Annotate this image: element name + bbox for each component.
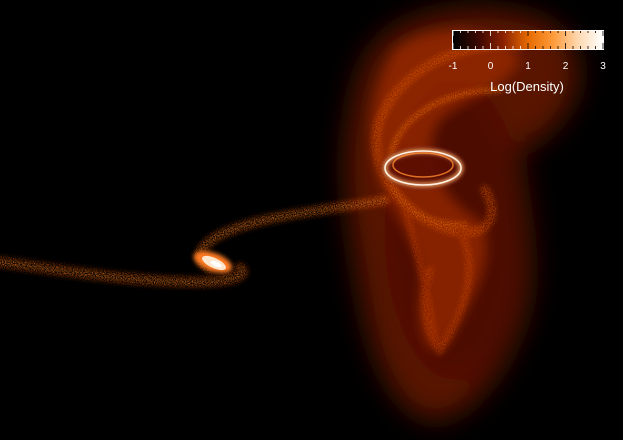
colorbar-ticks — [452, 31, 604, 49]
colorbar-tick-label: 3 — [600, 61, 606, 72]
disk-halo — [371, 30, 520, 351]
companion-core — [193, 251, 233, 273]
colorbar: -1 0 1 2 3 Log(Density) — [448, 30, 606, 100]
colorbar-tick-label: 1 — [525, 61, 531, 72]
colorbar-gradient — [452, 30, 604, 50]
central-ring — [381, 148, 465, 188]
colorbar-title: Log(Density) — [490, 79, 564, 94]
colorbar-tick-label: -1 — [448, 61, 458, 72]
colorbar-tick-label: 0 — [487, 61, 494, 72]
colorbar-tick-label: 2 — [562, 61, 569, 72]
